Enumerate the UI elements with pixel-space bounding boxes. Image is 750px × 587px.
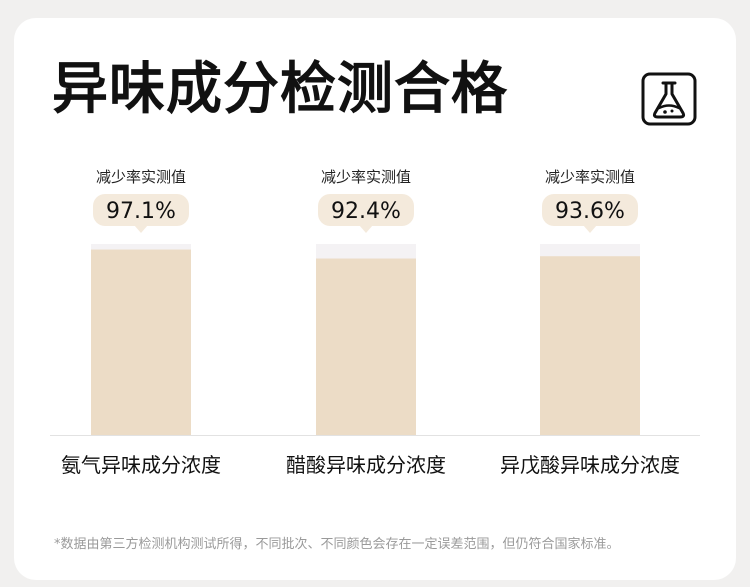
bar xyxy=(540,256,640,435)
value-bubble-pointer xyxy=(583,225,597,233)
footnote: *数据由第三方检测机构测试所得，不同批次、不同颜色会存在一定误差范围，但仍符合国… xyxy=(54,537,620,552)
value-bubble xyxy=(93,194,189,226)
value-bubble xyxy=(318,194,414,226)
bar-caption: 减少率实测值 xyxy=(321,168,411,186)
value-bubble-pointer xyxy=(134,225,148,233)
lab-flask-icon xyxy=(641,72,697,126)
category-label: 醋酸异味成分浓度 xyxy=(286,453,446,477)
category-label: 异戊酸异味成分浓度 xyxy=(500,453,680,477)
data-label: 92.4% xyxy=(331,199,401,224)
data-label: 93.6% xyxy=(555,199,625,224)
page-title: 异味成分检测合格 xyxy=(52,57,508,122)
value-bubble xyxy=(542,194,638,226)
bar-caption: 减少率实测值 xyxy=(96,168,186,186)
data-label: 97.1% xyxy=(106,199,176,224)
bar xyxy=(91,249,191,435)
bar-caption: 减少率实测值 xyxy=(545,168,635,186)
bar xyxy=(316,258,416,435)
value-bubble-pointer xyxy=(359,225,373,233)
category-label: 氨气异味成分浓度 xyxy=(61,453,221,477)
